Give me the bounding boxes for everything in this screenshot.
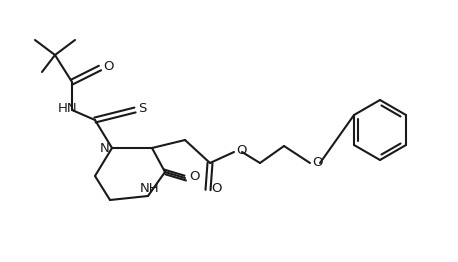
Text: O: O xyxy=(236,145,246,157)
Text: O: O xyxy=(103,61,114,74)
Text: O: O xyxy=(211,183,222,195)
Text: HN: HN xyxy=(58,102,77,116)
Text: O: O xyxy=(189,171,200,183)
Text: N: N xyxy=(100,141,110,155)
Text: NH: NH xyxy=(140,183,160,195)
Text: S: S xyxy=(138,102,147,116)
Text: O: O xyxy=(312,156,322,168)
